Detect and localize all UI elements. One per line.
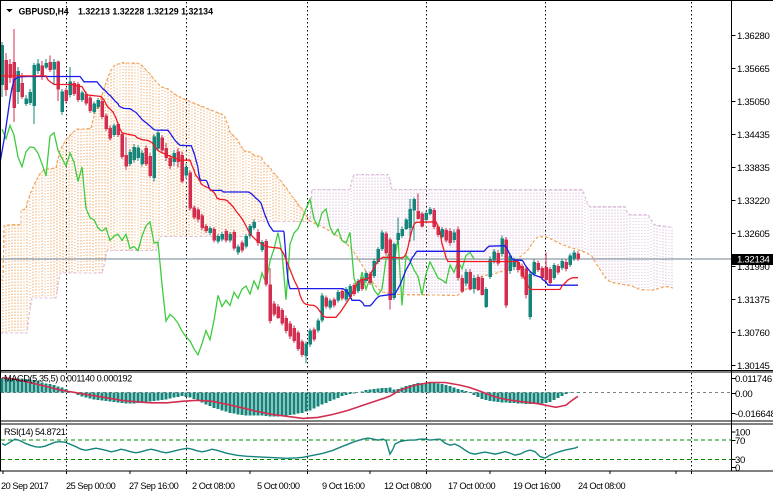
- svg-text:1.30145: 1.30145: [737, 361, 770, 372]
- svg-text:27 Sep 16:00: 27 Sep 16:00: [129, 481, 179, 491]
- svg-text:1.33220: 1.33220: [737, 196, 770, 207]
- svg-text:-0.016648: -0.016648: [735, 409, 773, 420]
- svg-text:25 Sep 00:00: 25 Sep 00:00: [66, 481, 116, 491]
- svg-text:70: 70: [735, 436, 745, 447]
- svg-text:MACD(5,35,5) 0.001140 0.000192: MACD(5,35,5) 0.001140 0.000192: [4, 374, 132, 384]
- svg-text:9 Oct 16:00: 9 Oct 16:00: [322, 481, 365, 491]
- svg-text:1.34435: 1.34435: [737, 130, 770, 141]
- svg-text:RSI(14) 54.8721: RSI(14) 54.8721: [4, 427, 66, 437]
- svg-text:20 Sep 2017: 20 Sep 2017: [1, 481, 49, 491]
- svg-text:0: 0: [735, 463, 740, 474]
- svg-text:1.32134: 1.32134: [737, 255, 771, 266]
- svg-text:0.011746: 0.011746: [735, 374, 772, 385]
- svg-text:1.32213 1.32228 1.32129 1.3213: 1.32213 1.32228 1.32129 1.32134: [78, 6, 214, 17]
- svg-text:5 Oct 00:00: 5 Oct 00:00: [257, 481, 300, 491]
- svg-text:19 Oct 16:00: 19 Oct 16:00: [513, 481, 561, 491]
- svg-text:1.31375: 1.31375: [737, 295, 770, 306]
- svg-text:0.00: 0.00: [735, 389, 752, 400]
- svg-text:1.32605: 1.32605: [737, 229, 770, 240]
- svg-text:24 Oct 08:00: 24 Oct 08:00: [578, 481, 626, 491]
- svg-text:1.33835: 1.33835: [737, 163, 770, 174]
- svg-text:1.30760: 1.30760: [737, 328, 770, 339]
- svg-text:17 Oct 00:00: 17 Oct 00:00: [448, 481, 496, 491]
- svg-text:30: 30: [735, 455, 745, 466]
- svg-text:100: 100: [735, 428, 750, 439]
- svg-text:2 Oct 08:00: 2 Oct 08:00: [192, 481, 235, 491]
- svg-text:1.35665: 1.35665: [737, 64, 770, 75]
- svg-text:1.36280: 1.36280: [737, 31, 770, 42]
- svg-text:12 Oct 08:00: 12 Oct 08:00: [384, 481, 432, 491]
- svg-text:1.35050: 1.35050: [737, 97, 770, 108]
- svg-text:1.31990: 1.31990: [737, 262, 770, 273]
- svg-text:GBPUSD,H4: GBPUSD,H4: [19, 6, 70, 17]
